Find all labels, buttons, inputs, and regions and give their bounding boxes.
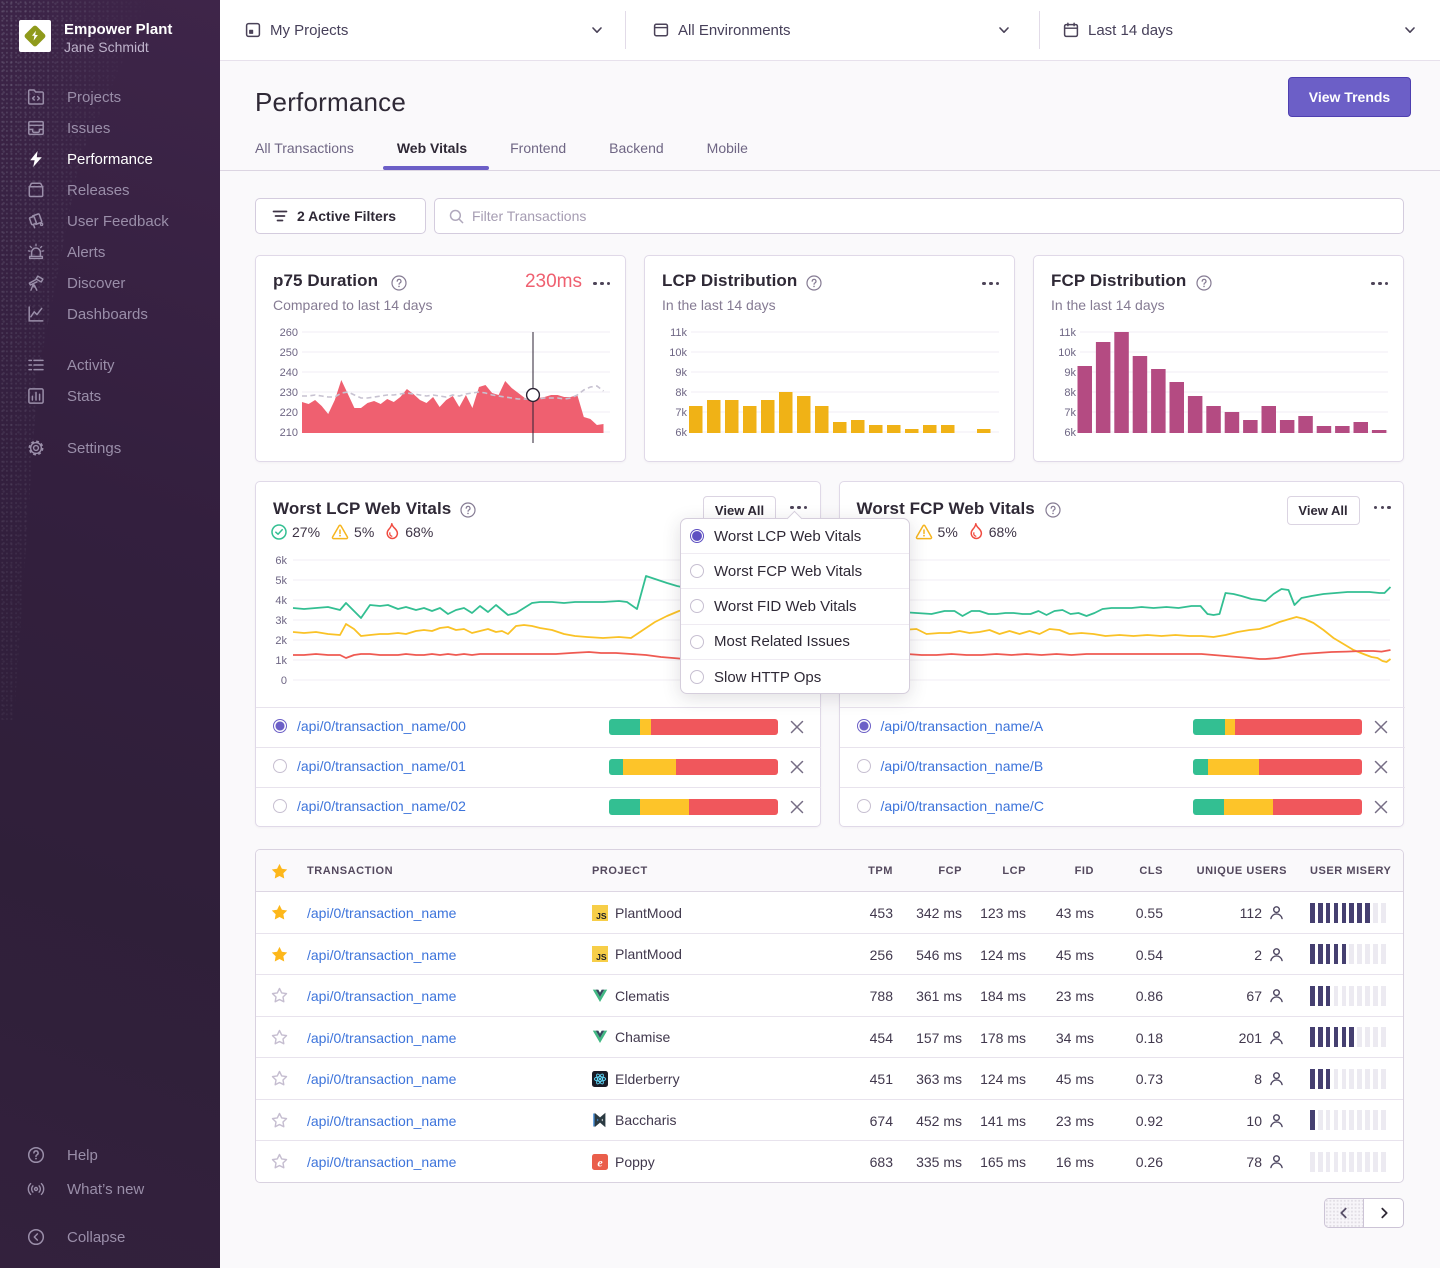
svg-text:JS: JS <box>596 910 607 920</box>
svg-text:210: 210 <box>280 427 298 439</box>
svg-text:11k: 11k <box>1059 327 1076 339</box>
svg-text:2k: 2k <box>275 635 287 647</box>
svg-text:6k: 6k <box>275 555 287 567</box>
svg-text:6k: 6k <box>675 427 687 439</box>
svg-text:8k: 8k <box>1064 387 1076 399</box>
svg-text:8k: 8k <box>675 387 687 399</box>
svg-text:250: 250 <box>280 347 298 359</box>
svg-text:9k: 9k <box>1064 367 1076 379</box>
svg-text:JS: JS <box>596 952 607 962</box>
svg-text:10k: 10k <box>1058 347 1076 359</box>
svg-text:7k: 7k <box>675 407 687 419</box>
svg-text:9k: 9k <box>675 367 687 379</box>
svg-text:10k: 10k <box>669 347 687 359</box>
svg-text:220: 220 <box>280 407 298 419</box>
svg-text:7k: 7k <box>1064 407 1076 419</box>
svg-text:240: 240 <box>280 367 298 379</box>
svg-text:6k: 6k <box>1064 427 1076 439</box>
svg-text:1k: 1k <box>275 655 287 667</box>
svg-text:4k: 4k <box>275 595 287 607</box>
svg-text:0: 0 <box>281 675 287 687</box>
svg-text:230: 230 <box>280 387 298 399</box>
svg-text:11k: 11k <box>670 327 687 339</box>
svg-text:260: 260 <box>280 327 298 339</box>
svg-text:e: e <box>597 1155 603 1169</box>
svg-text:5k: 5k <box>275 575 287 587</box>
svg-text:3k: 3k <box>275 615 287 627</box>
